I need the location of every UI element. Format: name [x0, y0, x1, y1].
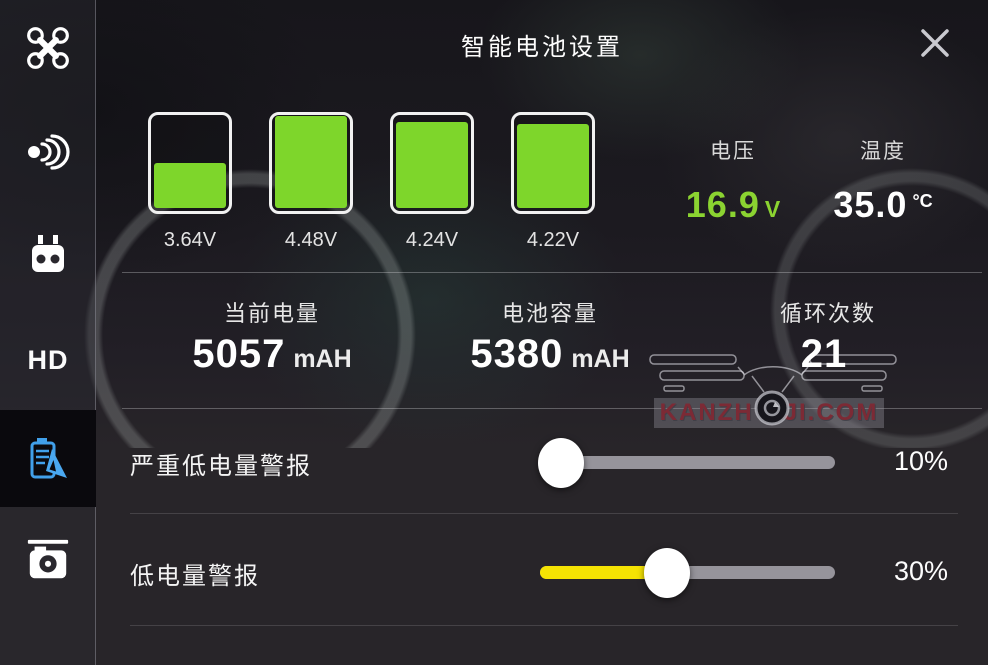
divider: [130, 513, 958, 514]
slider-thumb[interactable]: [537, 438, 584, 488]
sidebar-item-battery-active[interactable]: [0, 410, 96, 507]
voltage-label: 电压: [710, 140, 756, 163]
close-button[interactable]: [906, 14, 964, 72]
drone-wireframe-icon: [649, 354, 897, 393]
battery-settings-icon: [30, 437, 67, 478]
low-battery-alarm-label: 低电量警报: [130, 563, 260, 590]
camera-feed-background: [0, 0, 988, 448]
cell-voltage-label: 4.24V: [405, 229, 459, 251]
voltage-value: 16.9 V: [658, 184, 808, 226]
temperature-unit: °C: [912, 191, 933, 211]
watermark-text-left: KANZH: [659, 399, 754, 426]
drone-icon: [27, 27, 69, 69]
battery-cell-fill: [154, 162, 226, 208]
slider-thumb[interactable]: [643, 548, 690, 598]
watermark-banner: KANZH JI.COM: [654, 398, 884, 428]
hd-label: HD: [27, 344, 69, 375]
temperature-number: 35.0: [833, 184, 908, 225]
sidebar-item-signal[interactable]: [0, 128, 96, 176]
low-battery-slider[interactable]: [540, 548, 835, 598]
slider-track[interactable]: [540, 456, 835, 469]
voltage-unit: V: [764, 196, 781, 222]
critical-low-battery-slider[interactable]: [537, 438, 835, 488]
temperature-label: 温度: [860, 140, 906, 163]
stat-number: 5057: [192, 332, 286, 376]
battery-cell-fill: [396, 121, 468, 208]
signal-icon: [28, 134, 70, 170]
sidebar-item-hd[interactable]: HD: [0, 338, 96, 382]
divider: [122, 408, 982, 409]
voltage-number: 16.9: [685, 184, 760, 225]
close-icon: [921, 29, 949, 57]
critical-low-battery-value: 10%: [893, 446, 948, 476]
stat-number: 5380: [470, 332, 564, 376]
cycle-count-label: 循环次数: [779, 301, 876, 326]
critical-low-battery-alarm-label: 严重低电量警报: [130, 453, 312, 480]
battery-cell-gauge-3: [390, 112, 474, 214]
current-charge-label: 当前电量: [223, 301, 320, 326]
cell-voltage-label: 3.64V: [163, 229, 217, 251]
cell-voltage-label: 4.48V: [284, 229, 338, 251]
cell-voltage-label: 4.22V: [526, 229, 580, 251]
battery-capacity-label: 电池容量: [501, 301, 598, 326]
battery-cell-gauge-4: [511, 112, 595, 214]
temperature-value: 35.0 °C: [808, 184, 958, 226]
camera-icon: [27, 539, 69, 579]
battery-capacity-value: 5380 mAH: [440, 332, 660, 377]
battery-cell-gauge-2: [269, 112, 353, 214]
battery-cell-fill: [275, 115, 347, 208]
page-title: 智能电池设置: [461, 34, 623, 61]
sidebar: HD: [0, 0, 96, 665]
cycle-count-value: 21: [718, 332, 938, 377]
stat-unit: mAH: [293, 345, 352, 373]
watermark: KANZH JI.COM: [648, 342, 898, 434]
camera-lens-icon: [754, 390, 790, 426]
stat-number: 21: [800, 332, 848, 376]
battery-cell-fill: [517, 123, 589, 208]
low-battery-value: 30%: [893, 556, 948, 586]
sidebar-item-camera[interactable]: [0, 532, 96, 588]
divider: [122, 272, 982, 273]
sidebar-item-aircraft[interactable]: [0, 20, 96, 76]
remote-controller-icon: [32, 235, 64, 272]
watermark-text-right: JI.COM: [783, 399, 879, 426]
current-charge-value: 5057 mAH: [162, 332, 382, 377]
battery-cell-gauge-1: [148, 112, 232, 214]
divider: [130, 625, 958, 626]
slider-fill: [540, 566, 667, 579]
sidebar-item-remote-controller[interactable]: [0, 228, 96, 284]
stat-unit: mAH: [571, 345, 630, 373]
